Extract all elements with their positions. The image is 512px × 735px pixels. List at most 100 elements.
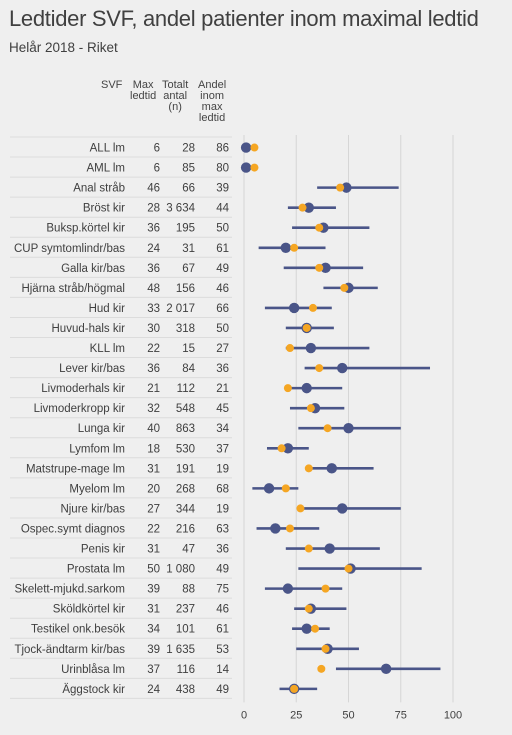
andel-value: 36 <box>216 363 229 375</box>
svf-label: KLL lm <box>90 343 125 355</box>
andel-value: 21 <box>216 383 229 395</box>
andel-value: 63 <box>216 523 229 535</box>
svf-label: Lever kir/bas <box>59 363 125 375</box>
totalt-antal-value: 15 <box>182 343 195 355</box>
max-ledtid-value: 32 <box>147 403 160 415</box>
andel-value: 66 <box>216 303 229 315</box>
median-dot <box>280 242 291 253</box>
target-dot <box>306 404 315 413</box>
andel-value: 75 <box>216 584 229 596</box>
target-dot <box>323 424 332 433</box>
max-ledtid-value: 33 <box>147 303 160 315</box>
andel-value: 27 <box>216 343 229 355</box>
totalt-antal-value: 1 635 <box>166 644 195 656</box>
target-dot <box>311 624 320 633</box>
svf-label: Myelom lm <box>69 483 125 495</box>
totalt-antal-value: 85 <box>182 163 195 175</box>
max-ledtid-value: 6 <box>154 143 160 155</box>
chart-subtitle: Helår 2018 - Riket <box>9 40 118 55</box>
target-dot <box>296 504 305 513</box>
svf-label: Bröst kir <box>83 203 125 215</box>
max-ledtid-value: 24 <box>147 684 160 696</box>
header-andel: Andel inom max ledtid <box>198 79 227 124</box>
totalt-antal-value: 237 <box>176 604 195 616</box>
svf-label: Livmoderhals kir <box>41 383 125 395</box>
median-dot <box>326 463 337 474</box>
andel-value: 37 <box>216 443 229 455</box>
svf-label: Prostata lm <box>67 564 125 576</box>
target-dot <box>344 564 353 573</box>
target-dot <box>298 203 307 212</box>
target-dot <box>285 344 294 353</box>
target-dot <box>340 283 349 292</box>
median-dot <box>305 342 317 354</box>
max-ledtid-value: 31 <box>147 604 160 616</box>
svf-label: ALL lm <box>90 143 125 155</box>
x-tick-label: 25 <box>290 709 302 721</box>
max-ledtid-value: 22 <box>147 343 160 355</box>
svf-label: Tjock-ändtarm kir/bas <box>14 644 125 656</box>
svf-label: Urinblåsa lm <box>61 664 125 676</box>
totalt-antal-value: 67 <box>182 263 195 275</box>
totalt-antal-value: 101 <box>176 624 195 636</box>
median-dot <box>337 503 348 514</box>
andel-value: 19 <box>216 463 229 475</box>
target-dot <box>277 444 286 453</box>
andel-value: 86 <box>216 143 229 155</box>
median-dot <box>240 142 252 153</box>
target-dot <box>336 183 345 192</box>
target-dot <box>304 604 313 613</box>
max-ledtid-value: 6 <box>154 163 160 175</box>
max-ledtid-value: 24 <box>147 243 160 255</box>
target-dot <box>250 143 259 152</box>
chart-title: Ledtider SVF, andel patienter inom maxim… <box>9 6 479 31</box>
svf-label: Livmoderkropp kir <box>34 403 126 415</box>
target-dot <box>308 303 317 312</box>
andel-value: 50 <box>216 223 229 235</box>
totalt-antal-value: 28 <box>182 143 195 155</box>
totalt-antal-value: 548 <box>176 403 195 415</box>
andel-value: 46 <box>216 604 229 616</box>
totalt-antal-value: 47 <box>182 544 195 556</box>
andel-value: 44 <box>216 203 229 215</box>
x-tick-label: 75 <box>395 709 407 721</box>
andel-value: 39 <box>216 183 229 195</box>
svf-label: Galla kir/bas <box>61 263 125 275</box>
svf-label: Äggstock kir <box>62 684 125 696</box>
target-dot <box>315 364 324 373</box>
andel-value: 68 <box>216 483 229 495</box>
svf-label: Lunga kir <box>78 423 125 435</box>
header-totalt-antal: Totalt antal (n) <box>162 79 189 113</box>
median-dot <box>343 423 354 434</box>
target-dot <box>285 524 294 533</box>
max-ledtid-value: 40 <box>147 423 160 435</box>
totalt-antal-value: 88 <box>182 584 195 596</box>
median-dot <box>341 182 352 193</box>
totalt-antal-value: 116 <box>177 664 195 676</box>
max-ledtid-value: 28 <box>147 203 160 215</box>
median-dot <box>324 543 335 554</box>
andel-value: 80 <box>216 163 229 175</box>
svf-label: Anal stråb <box>73 183 125 195</box>
totalt-antal-value: 156 <box>176 283 195 295</box>
svf-label: CUP symtomlindr/bas <box>14 243 125 255</box>
max-ledtid-value: 36 <box>147 263 160 275</box>
median-dot <box>303 202 314 213</box>
andel-value: 61 <box>216 243 229 255</box>
median-dot <box>301 382 312 394</box>
svf-label: Lymfom lm <box>69 443 125 455</box>
svf-label: Njure kir/bas <box>60 503 125 515</box>
svf-label: Huvud-hals kir <box>52 323 126 335</box>
target-dot <box>302 323 311 332</box>
andel-value: 46 <box>216 283 229 295</box>
andel-value: 34 <box>216 423 229 435</box>
max-ledtid-value: 30 <box>147 323 160 335</box>
header-svf: SVF <box>101 79 123 91</box>
target-dot <box>304 544 313 553</box>
max-ledtid-value: 36 <box>147 223 160 235</box>
andel-value: 49 <box>216 564 229 576</box>
totalt-antal-value: 438 <box>176 684 195 696</box>
x-tick-label: 50 <box>342 709 354 721</box>
